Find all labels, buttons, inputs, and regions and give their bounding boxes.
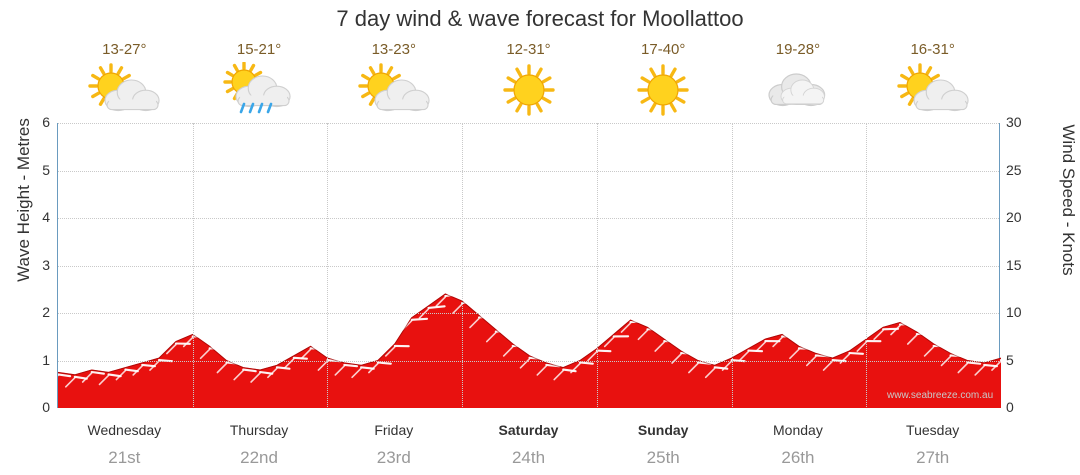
plot-area <box>57 123 1001 408</box>
day-name: Saturday <box>498 422 559 438</box>
y-tick-left: 0 <box>42 399 50 415</box>
y-tick-left: 3 <box>42 256 50 273</box>
day-temperature-range: 16-31° <box>910 41 955 58</box>
y-tick-left: 5 <box>42 161 50 178</box>
x-axis-day-label: Monday 26th <box>731 422 865 468</box>
gridline-horizontal <box>58 218 999 219</box>
x-axis-day-label: Friday 23rd <box>327 422 461 468</box>
day-date: 23rd <box>376 448 411 467</box>
y-tick-left: 2 <box>42 304 50 320</box>
y-tick-left: 4 <box>42 209 50 225</box>
gridline-horizontal <box>58 123 999 124</box>
gridline-vertical <box>327 123 329 407</box>
day-temperature-range: 19-28° <box>775 41 821 58</box>
sun-icon <box>492 62 566 118</box>
x-axis-day-label: Tuesday 27th <box>866 422 1000 468</box>
sun-behind-rain-cloud-icon <box>222 61 296 118</box>
day-date: 26th <box>781 448 815 467</box>
day-name: Monday <box>773 422 823 438</box>
y-tick-right: 30 <box>1006 114 1022 130</box>
sun-icon <box>626 62 700 118</box>
y-tick-right: 20 <box>1006 209 1022 225</box>
wave-height-series <box>58 292 1001 408</box>
gridline-horizontal <box>58 170 999 172</box>
day-name: Sunday <box>637 422 689 438</box>
y-tick-right: 15 <box>1006 256 1022 273</box>
day-temperature-range: 15-21° <box>236 41 282 58</box>
y-tick-left: 6 <box>42 114 50 130</box>
day-name: Tuesday <box>906 422 960 438</box>
y-tick-right: 0 <box>1006 399 1014 415</box>
y-axis-right-title: Wind Speed - Knots <box>1059 124 1078 276</box>
page-title: 7 day wind & wave forecast for Moollatto… <box>336 6 744 31</box>
y-tick-left: 1 <box>42 351 50 368</box>
gridline-horizontal <box>58 313 999 314</box>
x-axis-day-label: Saturday 24th <box>462 422 596 468</box>
day-name: Friday <box>374 422 414 438</box>
sun-behind-cloud-icon <box>87 62 161 118</box>
y-tick-right: 10 <box>1006 304 1022 320</box>
y-tick-right: 25 <box>1006 161 1022 178</box>
x-axis-day-label: Wednesday 21st <box>57 422 191 468</box>
cloud-icon <box>761 62 835 118</box>
day-name: Wednesday <box>87 422 162 438</box>
sun-behind-cloud-icon <box>896 62 970 118</box>
day-temperature-range: 12-31° <box>506 41 551 58</box>
day-name: Thursday <box>229 422 289 438</box>
gridline-vertical <box>731 123 733 407</box>
sun-behind-cloud-icon <box>357 62 431 118</box>
gridline-vertical <box>462 123 464 407</box>
watermark: www.seabreeze.com.au <box>887 390 994 401</box>
x-axis-day-label: Sunday 25th <box>596 422 730 468</box>
gridline-vertical <box>866 123 868 407</box>
y-tick-right: 5 <box>1006 351 1014 368</box>
gridline-horizontal <box>58 360 999 362</box>
day-temperature-range: 13-23° <box>371 41 416 58</box>
day-temperature-range: 13-27° <box>102 41 147 58</box>
x-axis-day-label: Thursday 22nd <box>192 422 326 468</box>
day-temperature-range: 17-40° <box>641 41 686 58</box>
gridline-horizontal <box>58 265 999 267</box>
gridline-vertical <box>596 123 598 407</box>
day-date: 24th <box>511 448 546 467</box>
day-date: 21st <box>108 448 141 467</box>
day-date: 25th <box>646 448 680 467</box>
day-date: 22nd <box>240 448 278 467</box>
day-date: 27th <box>916 448 950 467</box>
gridline-vertical <box>192 123 194 407</box>
